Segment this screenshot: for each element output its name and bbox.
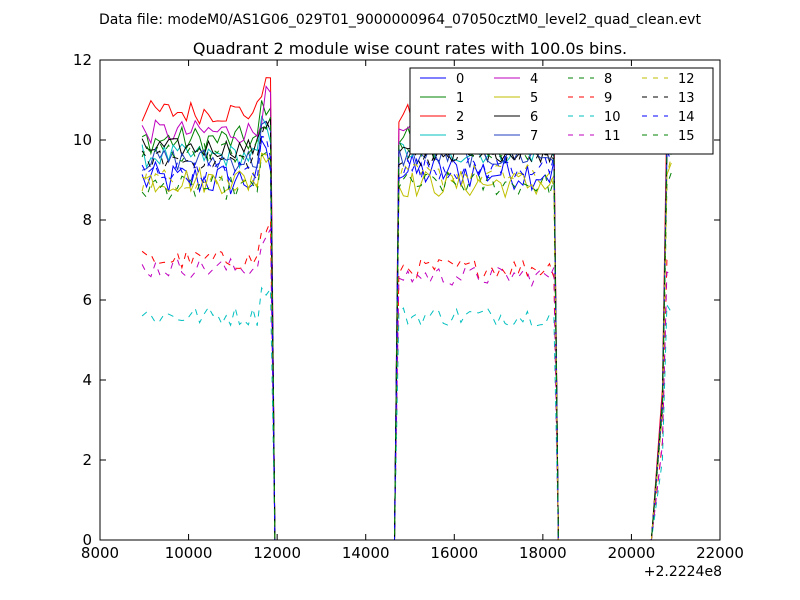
legend-label-13: 13 (678, 91, 695, 106)
legend-label-10: 10 (604, 110, 621, 125)
legend-label-8: 8 (604, 72, 612, 87)
y-tick-label: 10 (73, 131, 92, 149)
data-file-caption: Data file: modeM0/AS1G06_029T01_90000009… (99, 12, 701, 28)
legend-label-5: 5 (530, 91, 538, 106)
legend-label-7: 7 (530, 129, 538, 144)
legend-label-1: 1 (456, 91, 464, 106)
tick-layer: 8000 10000 12000 14000 16000 18000 20000 22000 0… (73, 51, 744, 562)
series-line-3 (141, 115, 672, 541)
series-line-13 (141, 119, 672, 541)
y-tick-label: 8 (82, 211, 92, 229)
series-line-15 (141, 117, 672, 541)
x-tick-label: 22000 (696, 544, 744, 562)
y-tick-label: 4 (82, 371, 92, 389)
x-tick-label: 10000 (165, 544, 213, 562)
y-tick-label: 2 (82, 451, 92, 469)
legend-label-3: 3 (456, 129, 464, 144)
series-line-9 (141, 221, 672, 541)
chart-title: Quadrant 2 module wise count rates with … (193, 39, 627, 58)
series-line-12 (141, 148, 672, 541)
legend-label-0: 0 (456, 72, 464, 87)
series-line-10 (141, 286, 672, 541)
x-offset-label: +2.2224e8 (644, 564, 722, 580)
legend-label-4: 4 (530, 72, 538, 87)
x-tick-label: 14000 (342, 544, 390, 562)
legend-label-15: 15 (678, 129, 695, 144)
series-line-0 (141, 138, 672, 541)
legend-label-6: 6 (530, 110, 538, 125)
x-tick-label: 18000 (519, 544, 567, 562)
legend-box (409, 67, 714, 155)
y-tick-label: 12 (73, 51, 92, 69)
legend-label-14: 14 (678, 110, 695, 125)
y-tick-label: 6 (82, 291, 92, 309)
series-line-7 (141, 120, 672, 541)
legend-label-9: 9 (604, 91, 612, 106)
series-line-8 (141, 151, 672, 541)
series-line-14 (141, 135, 672, 541)
y-tick-label: 0 (82, 531, 92, 549)
legend-label-2: 2 (456, 110, 464, 125)
legend-label-12: 12 (678, 72, 695, 87)
x-tick-label: 20000 (608, 544, 656, 562)
x-tick-label: 12000 (253, 544, 301, 562)
x-tick-label: 16000 (430, 544, 478, 562)
legend-label-11: 11 (604, 129, 621, 144)
series-line-11 (141, 227, 672, 541)
series-line-6 (141, 117, 672, 541)
x-tick-label: 8000 (81, 544, 119, 562)
series-line-5 (142, 152, 672, 541)
